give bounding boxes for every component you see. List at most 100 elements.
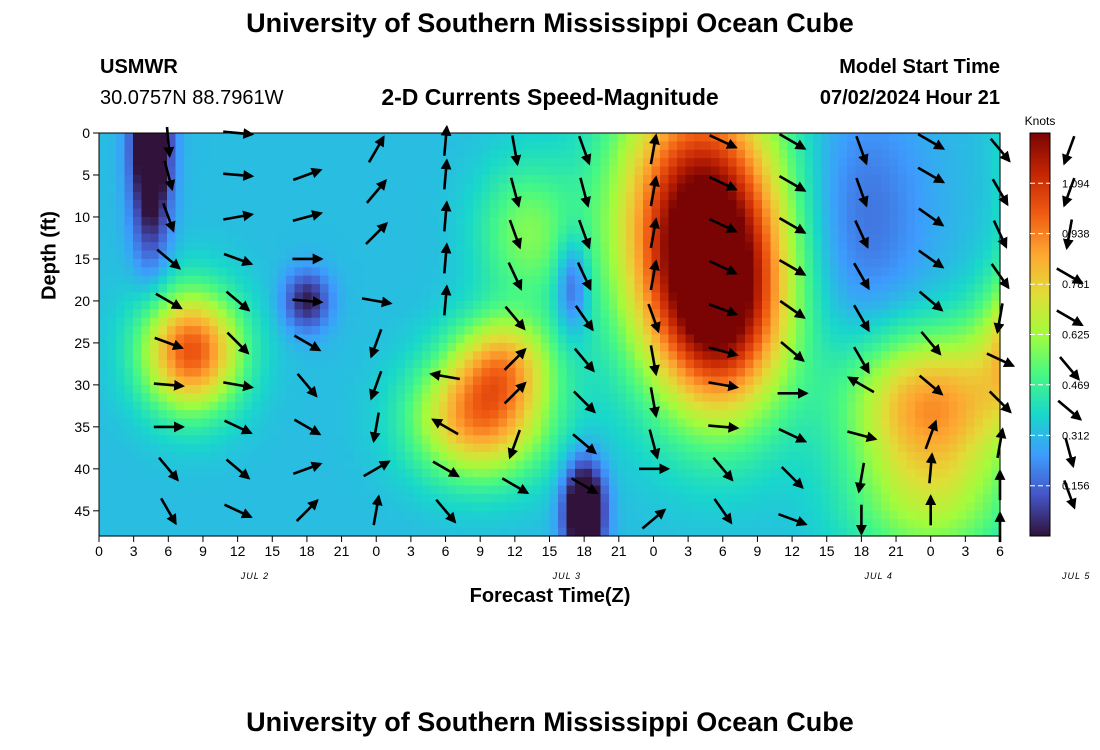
- heatmap-cell: [532, 494, 542, 504]
- heatmap-cell: [634, 527, 644, 537]
- heatmap-cell: [541, 485, 551, 495]
- heatmap-cell: [107, 267, 117, 277]
- heatmap-cell: [150, 309, 160, 319]
- heatmap-cell: [549, 200, 559, 210]
- heatmap-cell: [184, 527, 194, 537]
- heatmap-cell: [668, 284, 678, 294]
- heatmap-cell: [728, 401, 738, 411]
- heatmap-cell: [617, 334, 627, 344]
- heatmap-cell: [813, 158, 823, 168]
- heatmap-cell: [787, 174, 797, 184]
- heatmap-cell: [413, 326, 423, 336]
- heatmap-cell: [507, 166, 517, 176]
- heatmap-cell: [396, 275, 406, 285]
- heatmap-cell: [252, 233, 262, 243]
- heatmap-cell: [685, 527, 695, 537]
- heatmap-cell: [940, 418, 950, 428]
- heatmap-cell: [362, 166, 372, 176]
- heatmap-cell: [957, 225, 967, 235]
- heatmap-cell: [821, 149, 831, 159]
- heatmap-cell: [141, 250, 151, 260]
- heatmap-cell: [320, 133, 330, 142]
- heatmap-cell: [668, 275, 678, 285]
- heatmap-cell: [269, 141, 279, 151]
- heatmap-cell: [872, 225, 882, 235]
- heatmap-cell: [736, 158, 746, 168]
- heatmap-cell: [830, 267, 840, 277]
- heatmap-cell: [107, 174, 117, 184]
- heatmap-cell: [626, 359, 636, 369]
- heatmap-cell: [796, 149, 806, 159]
- heatmap-cell: [762, 401, 772, 411]
- heatmap-cell: [473, 233, 483, 243]
- heatmap-cell: [634, 158, 644, 168]
- heatmap-cell: [821, 376, 831, 386]
- heatmap-cell: [286, 141, 296, 151]
- heatmap-cell: [532, 200, 542, 210]
- heatmap-cell: [201, 494, 211, 504]
- heatmap-cell: [201, 284, 211, 294]
- heatmap-cell: [320, 519, 330, 529]
- heatmap-cell: [507, 435, 517, 445]
- heatmap-cell: [498, 258, 508, 268]
- heatmap-cell: [821, 284, 831, 294]
- heatmap-cell: [133, 149, 143, 159]
- heatmap-cell: [702, 351, 712, 361]
- heatmap-cell: [949, 258, 959, 268]
- heatmap-cell: [456, 334, 466, 344]
- heatmap-cell: [753, 351, 763, 361]
- heatmap-cell: [107, 410, 117, 420]
- heatmap-cell: [175, 250, 185, 260]
- heatmap-cell: [209, 376, 219, 386]
- heatmap-cell: [226, 334, 236, 344]
- heatmap-cell: [719, 158, 729, 168]
- heatmap-cell: [940, 216, 950, 226]
- heatmap-cell: [498, 267, 508, 277]
- heatmap-cell: [915, 317, 925, 327]
- heatmap-cell: [753, 443, 763, 453]
- heatmap-cell: [515, 527, 525, 537]
- heatmap-cell: [753, 309, 763, 319]
- heatmap-cell: [566, 149, 576, 159]
- heatmap-cell: [626, 309, 636, 319]
- heatmap-cell: [702, 225, 712, 235]
- heatmap-cell: [532, 435, 542, 445]
- heatmap-cell: [184, 418, 194, 428]
- heatmap-cell: [838, 141, 848, 151]
- heatmap-cell: [940, 158, 950, 168]
- heatmap-cell: [481, 174, 491, 184]
- heatmap-cell: [847, 452, 857, 462]
- heatmap-cell: [430, 460, 440, 470]
- heatmap-cell: [524, 485, 534, 495]
- heatmap-cell: [651, 468, 661, 478]
- heatmap-cell: [235, 149, 245, 159]
- heatmap-cell: [660, 384, 670, 394]
- heatmap-cell: [286, 133, 296, 142]
- heatmap-cell: [541, 225, 551, 235]
- heatmap-cell: [456, 300, 466, 310]
- heatmap-cell: [422, 376, 432, 386]
- heatmap-cell: [396, 384, 406, 394]
- heatmap-cell: [762, 183, 772, 193]
- heatmap-cell: [473, 468, 483, 478]
- heatmap-cell: [541, 510, 551, 520]
- heatmap-cell: [779, 494, 789, 504]
- heatmap-cell: [796, 275, 806, 285]
- heatmap-cell: [158, 284, 168, 294]
- heatmap-cell: [753, 300, 763, 310]
- heatmap-cell: [728, 216, 738, 226]
- heatmap-cell: [226, 410, 236, 420]
- heatmap-cell: [252, 351, 262, 361]
- heatmap-cell: [243, 242, 253, 252]
- heatmap-cell: [532, 300, 542, 310]
- heatmap-cell: [175, 133, 185, 142]
- heatmap-cell: [830, 384, 840, 394]
- heatmap-cell: [337, 384, 347, 394]
- heatmap-cell: [864, 460, 874, 470]
- heatmap-cell: [864, 485, 874, 495]
- heatmap-cell: [141, 359, 151, 369]
- heatmap-cell: [379, 376, 389, 386]
- heatmap-cell: [532, 452, 542, 462]
- heatmap-cell: [872, 300, 882, 310]
- heatmap-cell: [337, 410, 347, 420]
